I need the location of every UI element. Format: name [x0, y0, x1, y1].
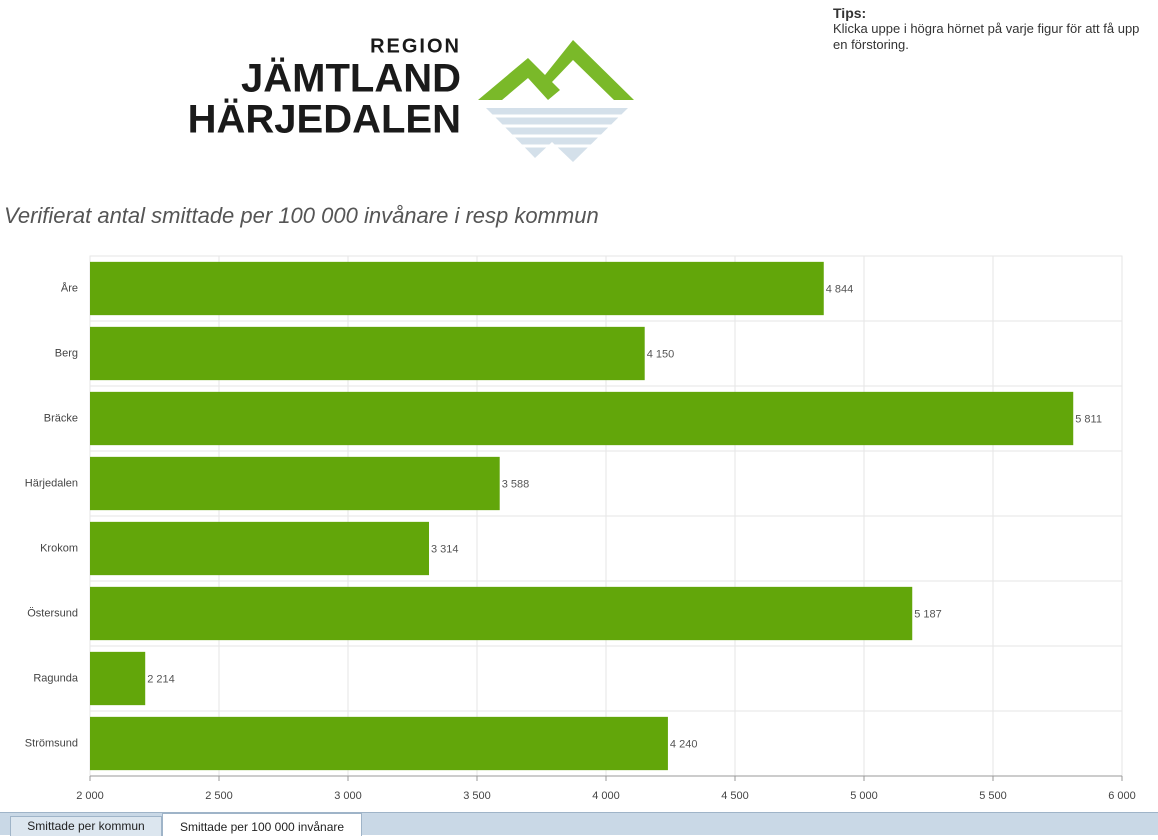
value-label: 5 811: [1075, 413, 1102, 425]
x-tick-label: 6 000: [1108, 790, 1136, 802]
x-tick-label: 3 500: [463, 790, 491, 802]
value-label: 2 214: [147, 673, 175, 685]
x-tick-label: 2 000: [76, 790, 104, 802]
logo-stripes: [480, 114, 640, 148]
value-label: 3 314: [431, 543, 459, 555]
y-tick-label: Strömsund: [25, 737, 78, 749]
bar: [90, 586, 913, 641]
tips-text: Klicka uppe i högra hörnet på varje figu…: [833, 21, 1140, 52]
logo-text: REGION: [370, 35, 461, 57]
logo-text: HÄRJEDALEN: [188, 98, 461, 142]
value-label: 4 150: [647, 348, 675, 360]
chart-title: Verifierat antal smittade per 100 000 in…: [4, 203, 599, 228]
x-tick-label: 5 000: [850, 790, 878, 802]
bar: [90, 521, 430, 576]
x-tick-label: 4 500: [721, 790, 749, 802]
bar: [90, 261, 824, 316]
y-tick-label: Härjedalen: [25, 477, 78, 489]
bar: [90, 391, 1074, 446]
y-tick-label: Åre: [61, 281, 78, 294]
tab[interactable]: Smittade per kommun: [10, 816, 162, 836]
y-tick-label: Östersund: [27, 607, 78, 619]
dashboard: REGION JÄMTLAND HÄRJEDALEN Verifierat an…: [4, 35, 1136, 802]
value-label: 5 187: [914, 608, 942, 620]
tab-active[interactable]: Smittade per 100 000 invånare: [162, 813, 362, 836]
bar: [90, 716, 668, 771]
tips: Tips: Klicka uppe i högra hörnet på varje…: [833, 5, 1153, 53]
tab-bar: Smittade per kommun Smittade per 100 000…: [0, 812, 1158, 836]
x-tick-label: 2 500: [205, 790, 233, 802]
bar: [90, 456, 500, 511]
value-label: 3 588: [502, 478, 530, 490]
bar: [90, 651, 146, 706]
logo-text: JÄMTLAND: [241, 57, 461, 101]
tips-title: Tips:: [833, 5, 867, 21]
y-tick-label: Bräcke: [44, 412, 78, 424]
logo-mountain: [478, 40, 634, 100]
y-tick-label: Krokom: [40, 542, 78, 554]
x-tick-label: 4 000: [592, 790, 620, 802]
plot: 2 000 2 500 3 000 3 500 4 000 4 500 5 000 5 500…: [25, 256, 1136, 802]
bar: [90, 326, 645, 381]
x-tick-label: 3 000: [334, 790, 362, 802]
logo: REGION JÄMTLAND HÄRJEDALEN: [188, 35, 640, 162]
x-tick-label: 5 500: [979, 790, 1007, 802]
y-tick-label: Berg: [55, 347, 78, 359]
value-label: 4 844: [826, 283, 854, 295]
y-tick-label: Ragunda: [33, 672, 79, 684]
value-label: 4 240: [670, 738, 698, 750]
